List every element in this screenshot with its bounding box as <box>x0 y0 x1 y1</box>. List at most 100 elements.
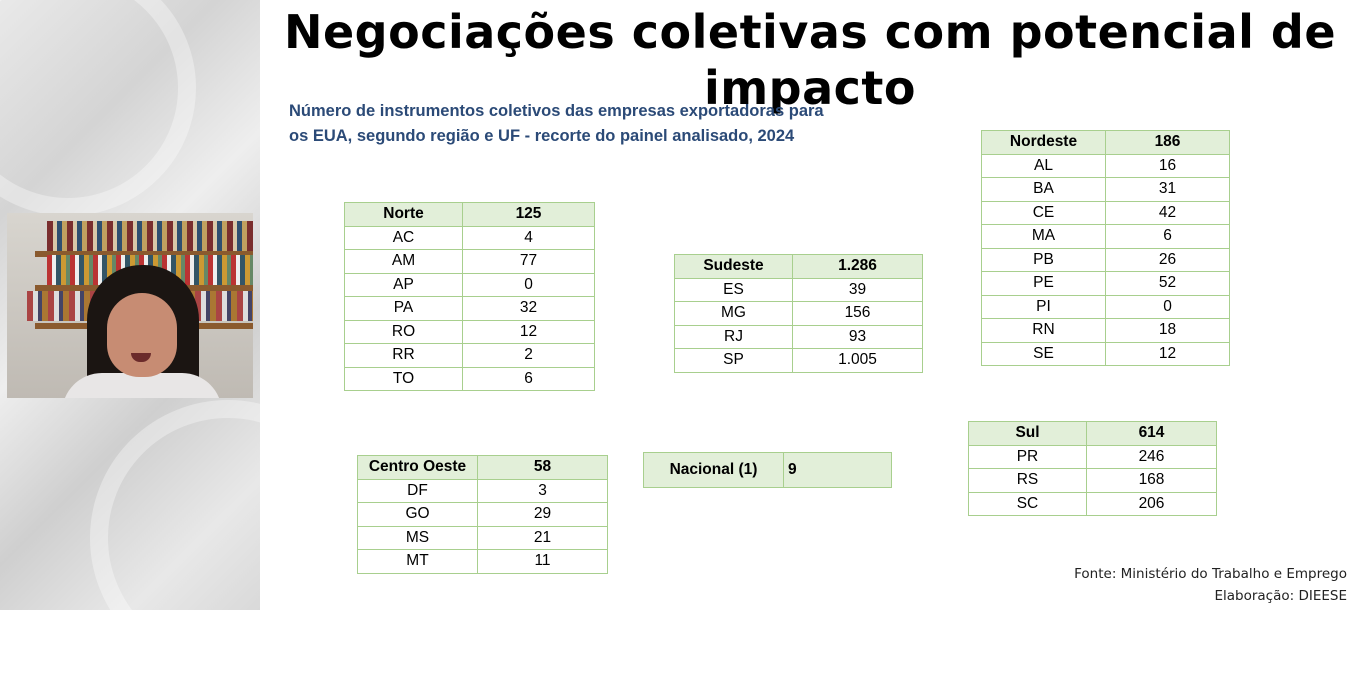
uf-cell: AC <box>344 225 463 250</box>
uf-cell: GO <box>357 502 478 527</box>
table-header-row: Centro Oeste 58 <box>357 455 608 480</box>
table-row: BA 31 <box>981 177 1230 202</box>
uf-cell: SP <box>674 348 793 373</box>
video-person-shirt <box>62 373 222 398</box>
region-name: Centro Oeste <box>357 455 478 480</box>
slide-title: Negociações coletivas com potencial de i… <box>283 5 1337 115</box>
table-nordeste: Nordeste 186 AL 16 BA 31 CE 42 MA 6 PB 26 PE 5… <box>981 130 1230 366</box>
value-cell: 93 <box>792 324 923 349</box>
value-cell: 16 <box>1105 153 1230 178</box>
table-row: PE 52 <box>981 271 1230 296</box>
table-row: MA 6 <box>981 224 1230 249</box>
table-row: PR 246 <box>968 444 1217 469</box>
region-name: Nacional (1) <box>643 452 784 488</box>
uf-cell: MT <box>357 549 478 574</box>
footer-credit: Elaboração: DIEESE <box>1214 588 1347 604</box>
webcam-video-feed[interactable] <box>7 213 253 398</box>
table-row: RO 12 <box>344 319 595 344</box>
uf-cell: SE <box>981 341 1106 366</box>
background-swirl <box>90 400 366 676</box>
uf-cell: PB <box>981 247 1106 272</box>
table-row: CE 42 <box>981 200 1230 225</box>
footer-source: Fonte: Ministério do Trabalho e Emprego <box>1074 566 1347 582</box>
uf-cell: AL <box>981 153 1106 178</box>
slide-subtitle: Número de instrumentos coletivos das emp… <box>289 102 824 145</box>
value-cell: 246 <box>1086 444 1217 469</box>
table-row: DF 3 <box>357 478 608 503</box>
table-row: MG 156 <box>674 301 923 326</box>
value-cell: 42 <box>1105 200 1230 225</box>
table-row: SE 12 <box>981 341 1230 366</box>
value-cell: 21 <box>477 525 608 550</box>
region-name: Sudeste <box>674 254 793 279</box>
value-cell: 77 <box>462 249 595 274</box>
table-row: SP 1.005 <box>674 348 923 373</box>
uf-cell: RR <box>344 343 463 368</box>
table-row: ES 39 <box>674 277 923 302</box>
table-row: GO 29 <box>357 502 608 527</box>
value-cell: 31 <box>1105 177 1230 202</box>
value-cell: 206 <box>1086 491 1217 516</box>
value-cell: 6 <box>1105 224 1230 249</box>
value-cell: 29 <box>477 502 608 527</box>
region-name: Sul <box>968 421 1087 446</box>
table-sul: Sul 614 PR 246 RS 168 SC 206 <box>968 421 1217 516</box>
table-row: MS 21 <box>357 525 608 550</box>
value-cell: 2 <box>462 343 595 368</box>
value-cell: 156 <box>792 301 923 326</box>
table-header-row: Sul 614 <box>968 421 1217 446</box>
value-cell: 3 <box>477 478 608 503</box>
table-header-row: Sudeste 1.286 <box>674 254 923 279</box>
video-shelf <box>35 251 253 257</box>
value-cell: 18 <box>1105 318 1230 343</box>
value-cell: 1.005 <box>792 348 923 373</box>
uf-cell: RJ <box>674 324 793 349</box>
uf-cell: TO <box>344 366 463 391</box>
value-cell: 0 <box>1105 294 1230 319</box>
table-row: RJ 93 <box>674 324 923 349</box>
table-row: RR 2 <box>344 343 595 368</box>
value-cell: 52 <box>1105 271 1230 296</box>
value-cell: 12 <box>462 319 595 344</box>
value-cell: 6 <box>462 366 595 391</box>
uf-cell: MG <box>674 301 793 326</box>
value-cell: 11 <box>477 549 608 574</box>
region-name: Norte <box>344 202 463 227</box>
uf-cell: PA <box>344 296 463 321</box>
region-total: 186 <box>1105 130 1230 155</box>
uf-cell: AP <box>344 272 463 297</box>
region-total: 58 <box>477 455 608 480</box>
video-person-mouth <box>131 353 151 362</box>
uf-cell: PE <box>981 271 1106 296</box>
table-row: AP 0 <box>344 272 595 297</box>
uf-cell: RN <box>981 318 1106 343</box>
table-nacional: Nacional (1) 9 <box>643 452 892 488</box>
region-total: 614 <box>1086 421 1217 446</box>
table-row: PI 0 <box>981 294 1230 319</box>
table-header-row: Norte 125 <box>344 202 595 227</box>
table-row: RS 168 <box>968 468 1217 493</box>
table-row: RN 18 <box>981 318 1230 343</box>
value-cell: 12 <box>1105 341 1230 366</box>
uf-cell: RO <box>344 319 463 344</box>
table-norte: Norte 125 AC 4 AM 77 AP 0 PA 32 RO 12 RR 2 TO 6 <box>344 202 595 391</box>
table-sudeste: Sudeste 1.286 ES 39 MG 156 RJ 93 SP 1.005 <box>674 254 923 373</box>
uf-cell: SC <box>968 491 1087 516</box>
video-books <box>47 221 253 251</box>
uf-cell: RS <box>968 468 1087 493</box>
value-cell: 26 <box>1105 247 1230 272</box>
uf-cell: MS <box>357 525 478 550</box>
region-name: Nordeste <box>981 130 1106 155</box>
table-row: PB 26 <box>981 247 1230 272</box>
table-row: AL 16 <box>981 153 1230 178</box>
table-row: TO 6 <box>344 366 595 391</box>
table-row: SC 206 <box>968 491 1217 516</box>
region-total: 1.286 <box>792 254 923 279</box>
table-centro-oeste: Centro Oeste 58 DF 3 GO 29 MS 21 MT 11 <box>357 455 608 574</box>
region-total: 9 <box>783 452 892 488</box>
video-person-face <box>107 293 177 377</box>
uf-cell: CE <box>981 200 1106 225</box>
value-cell: 4 <box>462 225 595 250</box>
value-cell: 168 <box>1086 468 1217 493</box>
table-row: MT 11 <box>357 549 608 574</box>
